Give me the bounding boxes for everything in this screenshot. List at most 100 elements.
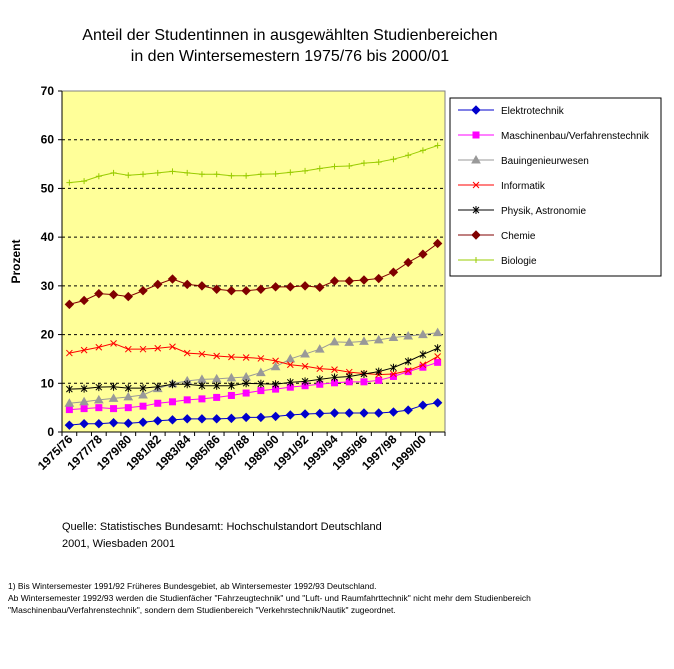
data-point-elektrotechnik <box>344 408 354 418</box>
data-point-bauingenieurwesen <box>138 389 148 399</box>
data-point-chemie <box>403 257 413 268</box>
data-point-biologie <box>110 169 117 176</box>
data-point-physik-astronomie <box>345 372 353 381</box>
legend-item-biologie: Biologie <box>458 256 537 267</box>
data-point-chemie <box>432 238 443 249</box>
data-point-elektrotechnik <box>241 412 251 423</box>
legend-label: Chemie <box>501 231 536 242</box>
chart-title-line-2: in den Wintersemestern 1975/76 bis 2000/… <box>130 48 450 65</box>
data-point-chemie <box>138 286 148 296</box>
data-point-bauingenieurwesen <box>300 349 310 358</box>
data-point-chemie <box>182 279 192 290</box>
data-point-physik-astronomie <box>316 375 324 384</box>
data-point-elektrotechnik <box>300 409 310 419</box>
data-point-informatik <box>242 354 250 361</box>
data-point-chemie <box>211 284 222 294</box>
data-point-chemie <box>374 273 384 284</box>
legend-item-elektrotechnik: Elektrotechnik <box>458 105 565 117</box>
data-point-informatik <box>419 361 427 369</box>
data-point-chemie <box>270 282 281 292</box>
legend-marker <box>471 105 481 115</box>
legend-marker <box>472 206 480 214</box>
data-point-biologie <box>140 171 147 178</box>
data-point-biologie <box>213 171 220 178</box>
data-point-bauingenieurwesen <box>108 393 119 402</box>
y-tick-label: 0 <box>47 425 54 439</box>
data-point-physik-astronomie <box>124 384 132 393</box>
data-point-elektrotechnik <box>123 418 133 428</box>
data-point-informatik <box>213 352 221 360</box>
legend-box <box>449 97 662 277</box>
data-point-maschinenbau-verfahrenstechnik <box>110 405 118 413</box>
series-chemie <box>64 238 443 310</box>
chart-title-line-1: Anteil der Studentinnen in ausgewählten … <box>82 27 498 44</box>
data-point-maschinenbau-verfahrenstechnik <box>198 395 206 403</box>
source-line-2: 2001, Wiesbaden 2001 <box>62 538 176 550</box>
data-point-chemie <box>315 282 325 293</box>
data-point-biologie <box>272 170 279 177</box>
data-point-chemie <box>300 281 310 291</box>
data-point-bauingenieurwesen <box>226 372 237 382</box>
legend-item-bauingenieurwesen: Bauingenieurwesen <box>458 154 589 167</box>
data-point-chemie <box>226 286 237 296</box>
data-point-physik-astronomie <box>80 384 88 393</box>
data-point-maschinenbau-verfahrenstechnik <box>124 404 132 412</box>
legend-item-chemie: Chemie <box>458 230 536 242</box>
data-point-chemie <box>108 289 119 300</box>
data-point-physik-astronomie <box>183 380 191 389</box>
data-point-elektrotechnik <box>315 408 325 419</box>
data-point-elektrotechnik <box>79 419 89 429</box>
data-point-physik-astronomie <box>286 378 294 387</box>
data-point-bauingenieurwesen <box>418 329 428 339</box>
y-tick-label: 40 <box>41 230 55 244</box>
data-point-biologie <box>81 178 88 185</box>
data-point-maschinenbau-verfahrenstechnik <box>242 389 250 397</box>
legend-marker <box>471 154 481 164</box>
legend-item-informatik: Informatik <box>458 181 546 192</box>
data-point-elektrotechnik <box>418 400 428 410</box>
legend-label: Bauingenieurwesen <box>501 156 589 167</box>
data-point-elektrotechnik <box>359 408 369 418</box>
data-point-maschinenbau-verfahrenstechnik <box>213 393 221 401</box>
data-point-bauingenieurwesen <box>329 336 340 346</box>
data-point-chemie <box>123 291 133 302</box>
data-point-bauingenieurwesen <box>270 361 281 371</box>
data-point-bauingenieurwesen <box>432 327 443 337</box>
data-point-biologie <box>243 172 250 179</box>
data-point-maschinenbau-verfahrenstechnik <box>257 387 265 395</box>
data-point-maschinenbau-verfahrenstechnik <box>360 378 368 386</box>
data-point-maschinenbau-verfahrenstechnik <box>168 398 176 406</box>
data-point-physik-astronomie <box>375 367 383 376</box>
data-point-biologie <box>390 156 397 163</box>
data-point-informatik <box>272 357 279 365</box>
data-point-bauingenieurwesen <box>388 332 399 341</box>
y-tick-label: 20 <box>41 328 55 342</box>
data-point-chemie <box>167 274 178 284</box>
legend-item-maschinenbau-verfahrenstechnik: Maschinenbau/Verfahrenstechnik <box>458 131 650 142</box>
data-point-physik-astronomie <box>301 377 309 386</box>
data-point-biologie <box>125 172 132 179</box>
legend-label: Biologie <box>501 256 537 267</box>
data-point-maschinenbau-verfahrenstechnik <box>65 406 73 414</box>
data-point-chemie <box>388 267 399 277</box>
legend-marker <box>472 181 480 189</box>
data-point-informatik <box>110 339 117 347</box>
data-point-maschinenbau-verfahrenstechnik <box>95 404 103 412</box>
data-point-informatik <box>183 349 191 357</box>
data-point-chemie <box>153 279 163 290</box>
data-point-elektrotechnik <box>211 414 222 424</box>
data-point-physik-astronomie <box>242 379 250 388</box>
data-point-elektrotechnik <box>374 408 384 418</box>
data-point-informatik <box>95 343 103 351</box>
data-point-biologie <box>257 171 264 178</box>
series-physik-astronomie <box>66 344 441 394</box>
data-point-physik-astronomie <box>169 380 176 389</box>
data-point-elektrotechnik <box>138 417 148 427</box>
legend-label: Maschinenbau/Verfahrenstechnik <box>501 131 650 142</box>
data-point-physik-astronomie <box>360 370 368 379</box>
data-point-elektrotechnik <box>94 419 104 429</box>
data-point-informatik <box>331 366 338 373</box>
data-point-biologie <box>95 173 102 180</box>
data-point-physik-astronomie <box>272 380 279 389</box>
